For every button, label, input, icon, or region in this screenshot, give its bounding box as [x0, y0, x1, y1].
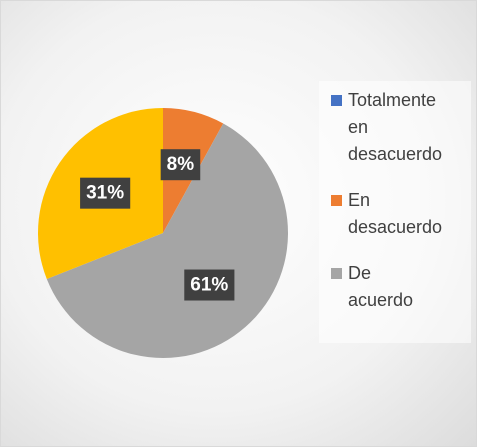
legend-entry: Totalmente en desacuerdo: [331, 87, 467, 168]
legend-entry: De acuerdo: [331, 260, 467, 314]
legend: Totalmente en desacuerdo En desacuerdo De …: [319, 81, 471, 343]
legend-label: De acuerdo: [348, 263, 414, 310]
data-label-box: [184, 269, 235, 301]
data-label-text: 8%: [167, 154, 195, 175]
data-label-box: [160, 149, 201, 181]
data-label: 8%: [160, 149, 201, 181]
legend-swatch: [331, 268, 342, 279]
legend-swatch: [331, 95, 342, 106]
legend-label: En desacuerdo: [348, 190, 443, 237]
data-label-text: 61%: [190, 275, 228, 296]
data-label: 61%: [184, 269, 235, 301]
legend-label: Totalmente en desacuerdo: [348, 90, 443, 164]
data-label-text: 31%: [86, 183, 124, 204]
legend-swatch: [331, 195, 342, 206]
legend-entry: En desacuerdo: [331, 187, 467, 241]
data-label: 31%: [80, 177, 131, 209]
data-label-box: [80, 177, 131, 209]
